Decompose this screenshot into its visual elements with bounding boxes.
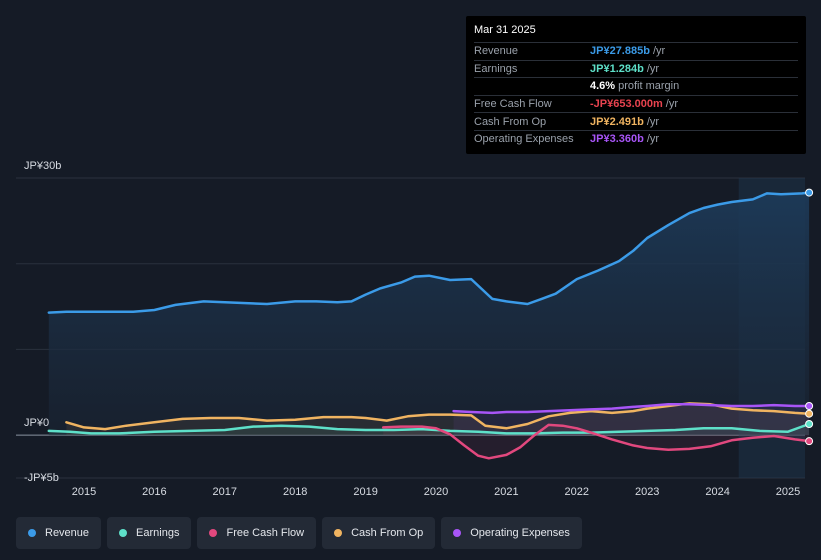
- tooltip-rows: Revenue JP¥27.885b/yr Earnings JP¥1.284b/yr…: [474, 42, 798, 148]
- x-tick-label: 2017: [213, 486, 237, 498]
- legend-item-earnings[interactable]: Earnings: [107, 517, 192, 549]
- x-tick-label: 2019: [353, 486, 377, 498]
- tooltip-value: JP¥27.885b: [590, 45, 650, 58]
- x-tick-label: 2016: [142, 486, 166, 498]
- legend-dot-icon: [28, 529, 36, 537]
- operating-expenses-line: [452, 403, 811, 415]
- x-tick-label: 2021: [494, 486, 518, 498]
- x-tick-label: 2022: [565, 486, 589, 498]
- legend-dot-icon: [334, 529, 343, 537]
- revenue-line: [47, 191, 811, 314]
- y-tick-label: JP¥30b: [24, 160, 61, 172]
- tooltip-value: -JP¥653.000m: [590, 98, 663, 111]
- legend-item-free-cash-flow[interactable]: Free Cash Flow: [197, 517, 317, 549]
- tooltip-unit: /yr: [646, 62, 660, 75]
- tooltip-row: Operating Expenses JP¥3.360b/yr: [474, 129, 798, 148]
- tooltip-row: Free Cash Flow -JP¥653.000m/yr: [474, 94, 798, 113]
- tooltip-value: JP¥3.360b: [590, 133, 644, 146]
- legend-label: Earnings: [136, 527, 180, 539]
- free-cash-flow-line: [381, 423, 811, 460]
- revenue-end-point: [805, 188, 814, 197]
- tooltip-unit: /yr: [665, 98, 679, 111]
- tooltip-label: Revenue: [474, 45, 519, 58]
- x-axis-labels: 2015 2016 2017 2018 2019 2020 2021 2022 2023 2024…: [72, 486, 800, 498]
- tooltip-unit: /yr: [652, 45, 666, 58]
- tooltip-label: Earnings: [474, 62, 518, 75]
- y-tick-label: -JP¥5b: [24, 472, 59, 484]
- x-tick-label: 2018: [283, 486, 307, 498]
- series-end-dots: [805, 188, 814, 446]
- legend-label: Revenue: [45, 527, 90, 539]
- chart-canvas: JP¥30b JP¥0 -JP¥5b 2015 2016 2017 2018 2019 202…: [16, 160, 814, 498]
- y-tick-label: JP¥0: [24, 417, 49, 429]
- tooltip-value: 4.6%: [590, 80, 616, 93]
- legend-dot-icon: [209, 529, 218, 537]
- tooltip-label: Free Cash Flow: [474, 98, 552, 111]
- legend-label: Operating Expenses: [470, 527, 570, 539]
- x-tick-label: 2023: [635, 486, 659, 498]
- tooltip-row: Earnings JP¥1.284b/yr: [474, 59, 798, 78]
- cash-from-op-end-point: [805, 409, 814, 418]
- revenue-area: [48, 192, 810, 436]
- y-axis-labels: JP¥30b JP¥0 -JP¥5b: [24, 160, 61, 484]
- tooltip-value: JP¥2.491b: [590, 115, 644, 128]
- tooltip-row: 4.6% profit margin: [474, 77, 798, 95]
- x-tick-label: 2020: [424, 486, 448, 498]
- series-fills: [48, 192, 810, 459]
- legend-dot-icon: [453, 529, 462, 537]
- tooltip-date: Mar 31 2025: [474, 24, 536, 36]
- legend-dot-icon: [119, 529, 128, 537]
- free-cash-flow-end-point: [805, 437, 814, 446]
- legend-label: Free Cash Flow: [226, 527, 305, 539]
- data-tooltip: Mar 31 2025 Revenue JP¥27.885b/yr Earnings…: [466, 16, 806, 154]
- tooltip-label: Operating Expenses: [474, 133, 574, 146]
- x-tick-label: 2024: [705, 486, 729, 498]
- earnings-line: [47, 422, 811, 435]
- tooltip-unit: profit margin: [618, 80, 680, 93]
- free-cash-flow-area: [383, 424, 810, 459]
- tooltip-row: Revenue JP¥27.885b/yr: [474, 42, 798, 60]
- x-tick-label: 2015: [72, 486, 96, 498]
- tooltip-label: Cash From Op: [474, 115, 547, 128]
- tooltip-unit: /yr: [646, 115, 660, 128]
- legend: Revenue Earnings Free Cash Flow Cash From O…: [16, 517, 582, 549]
- x-tick-label: 2025: [776, 486, 800, 498]
- legend-label: Cash From Op: [351, 527, 424, 539]
- tooltip-row: Cash From Op JP¥2.491b/yr: [474, 112, 798, 130]
- tooltip-unit: /yr: [646, 133, 660, 146]
- legend-item-revenue[interactable]: Revenue: [16, 517, 102, 549]
- legend-item-operating-expenses[interactable]: Operating Expenses: [441, 517, 582, 549]
- series-lines: [47, 191, 811, 460]
- legend-item-cash-from-op[interactable]: Cash From Op: [322, 517, 436, 549]
- earnings-end-point: [805, 420, 814, 428]
- tooltip-value: JP¥1.284b: [590, 62, 644, 75]
- operating-expenses-end-point: [805, 402, 814, 410]
